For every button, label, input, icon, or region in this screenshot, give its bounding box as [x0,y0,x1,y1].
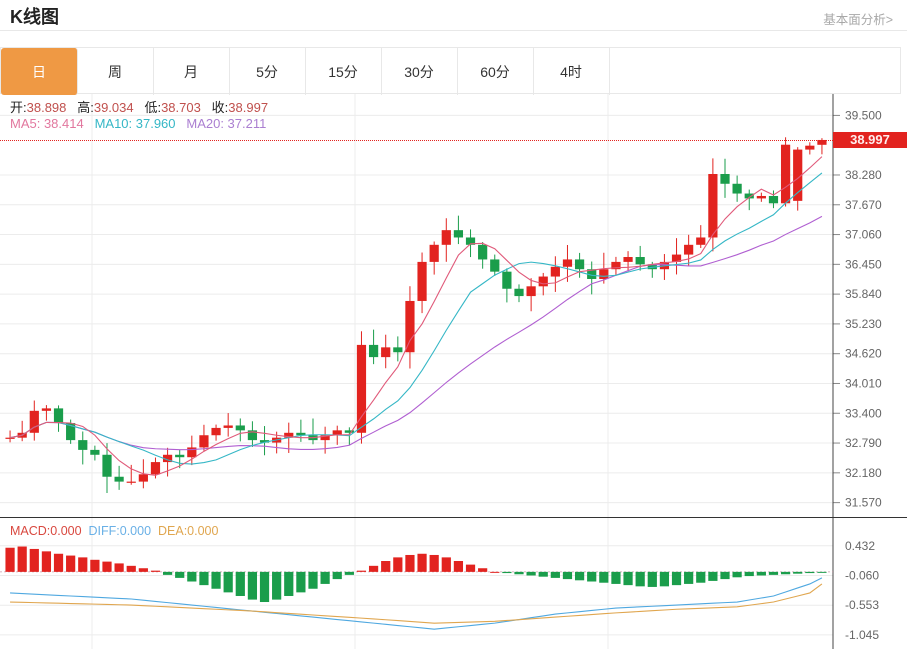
svg-text:0.432: 0.432 [845,539,875,553]
svg-text:-1.045: -1.045 [845,628,879,642]
svg-text:-0.553: -0.553 [845,598,879,612]
svg-text:-0.060: -0.060 [845,568,879,582]
